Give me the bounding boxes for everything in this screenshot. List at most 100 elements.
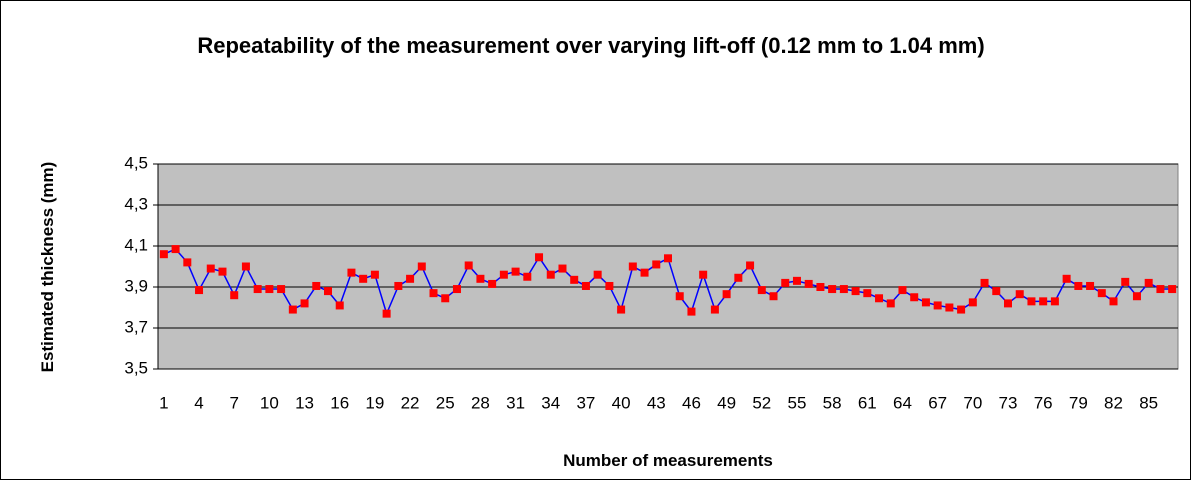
- data-marker: [581, 281, 590, 290]
- x-tick-label: 61: [858, 393, 877, 412]
- x-tick-label: 76: [1034, 393, 1053, 412]
- data-marker: [1074, 281, 1083, 290]
- x-tick-label: 46: [682, 393, 701, 412]
- data-marker: [1004, 299, 1012, 308]
- data-marker: [370, 270, 379, 279]
- data-marker: [429, 289, 438, 298]
- data-marker: [546, 270, 555, 279]
- data-marker: [452, 285, 461, 294]
- data-marker: [382, 309, 391, 318]
- data-marker: [816, 283, 825, 291]
- data-marker: [183, 258, 192, 267]
- data-marker: [359, 274, 368, 283]
- data-marker: [535, 253, 544, 262]
- x-axis-label: Number of measurements: [563, 451, 773, 470]
- data-marker: [792, 276, 801, 285]
- data-marker: [347, 268, 356, 277]
- x-tick-label: 58: [823, 393, 842, 412]
- data-marker: [898, 286, 907, 295]
- x-tick-label: 16: [330, 393, 349, 412]
- x-tick-label: 13: [295, 393, 314, 412]
- x-tick-label: 67: [928, 393, 947, 412]
- data-marker: [699, 270, 708, 279]
- data-marker: [769, 292, 778, 301]
- data-marker: [300, 299, 309, 308]
- data-marker: [664, 254, 672, 263]
- x-tick-label: 43: [647, 393, 666, 412]
- x-tick-label: 37: [576, 393, 595, 412]
- data-marker: [1086, 281, 1095, 290]
- data-marker: [980, 278, 989, 287]
- data-marker: [159, 250, 168, 259]
- data-marker: [628, 262, 637, 271]
- data-marker: [957, 305, 966, 314]
- data-marker: [746, 261, 755, 270]
- data-marker: [933, 301, 942, 310]
- data-marker: [886, 299, 895, 308]
- x-tick-label: 19: [365, 393, 384, 412]
- data-marker: [804, 279, 813, 288]
- x-tick-label: 31: [506, 393, 525, 412]
- data-marker: [1121, 277, 1130, 286]
- data-marker: [511, 267, 520, 276]
- x-tick-label: 82: [1104, 393, 1123, 412]
- data-marker: [910, 293, 919, 302]
- data-marker: [968, 298, 977, 307]
- y-tick-label: 4,3: [124, 194, 148, 213]
- chart-title: Repeatability of the measurement over va…: [197, 33, 985, 58]
- x-tick-label: 1: [159, 393, 168, 412]
- data-marker: [1168, 285, 1177, 294]
- data-marker: [617, 305, 626, 314]
- data-marker: [1039, 297, 1048, 306]
- x-tick-label: 28: [471, 393, 490, 412]
- data-marker: [1015, 290, 1024, 299]
- data-marker: [499, 270, 508, 279]
- data-marker: [171, 245, 180, 254]
- y-tick-label: 3,5: [124, 358, 148, 377]
- data-marker: [324, 287, 332, 296]
- data-marker: [195, 286, 204, 295]
- data-marker: [464, 261, 473, 270]
- data-marker: [312, 281, 321, 290]
- data-marker: [488, 279, 497, 288]
- data-marker: [1132, 292, 1141, 301]
- x-tick-label: 55: [788, 393, 807, 412]
- data-marker: [277, 285, 286, 294]
- x-tick-label: 10: [260, 393, 279, 412]
- data-marker: [1027, 297, 1036, 306]
- y-tick-label: 4,1: [124, 235, 148, 254]
- data-marker: [476, 274, 485, 283]
- x-tick-label: 70: [963, 393, 982, 412]
- data-marker: [288, 305, 297, 314]
- plot-area: [157, 163, 1179, 370]
- x-tick-label: 64: [893, 393, 912, 412]
- data-marker: [605, 281, 614, 290]
- y-tick-label: 3,9: [124, 276, 148, 295]
- x-tick-label: 73: [999, 393, 1018, 412]
- data-marker: [640, 268, 649, 277]
- data-marker: [1097, 289, 1106, 298]
- data-marker: [265, 285, 274, 294]
- data-marker: [1109, 297, 1118, 306]
- data-marker: [710, 305, 719, 314]
- data-marker: [558, 264, 567, 273]
- data-marker: [828, 285, 837, 294]
- data-marker: [675, 292, 684, 301]
- data-marker: [406, 274, 415, 283]
- y-tick-label: 3,7: [124, 317, 148, 336]
- x-tick-label: 4: [194, 393, 203, 412]
- data-marker: [757, 286, 766, 295]
- data-marker: [851, 287, 860, 296]
- x-tick-label: 79: [1069, 393, 1088, 412]
- x-tick-label: 49: [717, 393, 736, 412]
- data-marker: [992, 287, 1001, 296]
- x-tick-label: 34: [541, 393, 560, 412]
- data-marker: [1062, 274, 1071, 283]
- x-tick-label: 85: [1139, 393, 1158, 412]
- data-marker: [687, 307, 696, 316]
- data-marker: [593, 270, 602, 279]
- data-marker: [875, 294, 884, 303]
- x-tick-label: 22: [401, 393, 420, 412]
- data-marker: [230, 291, 239, 300]
